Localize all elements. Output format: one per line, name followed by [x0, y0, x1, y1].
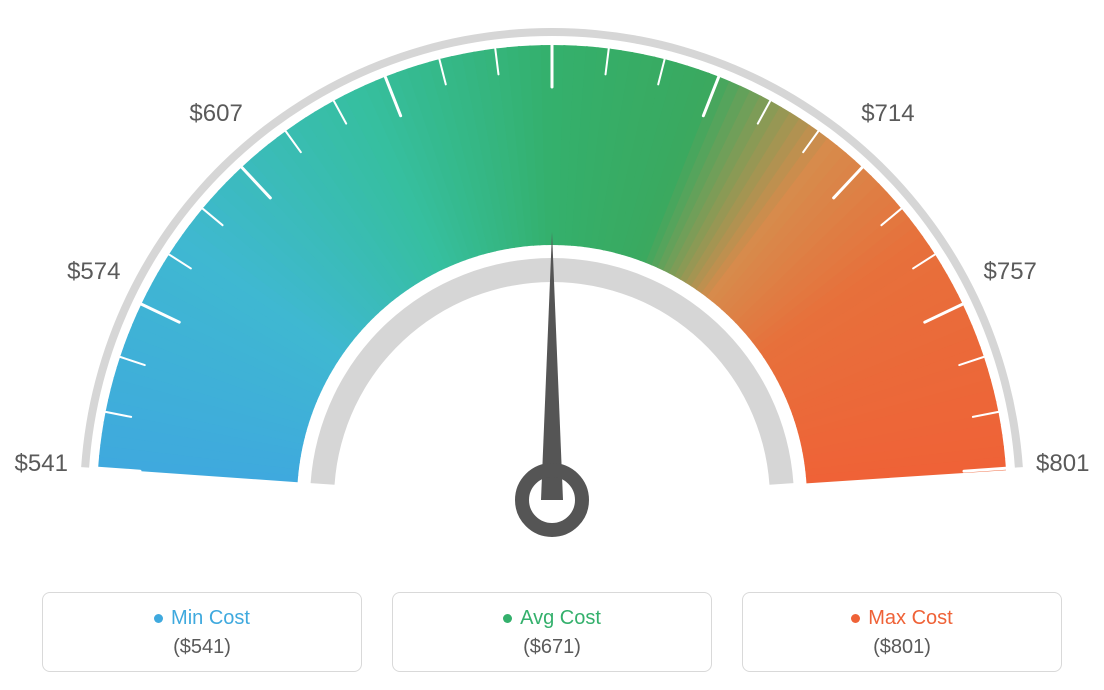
- legend-label-max: Max Cost: [868, 607, 952, 630]
- legend-title-max: Max Cost: [851, 607, 952, 630]
- legend-card-avg: Avg Cost ($671): [392, 592, 712, 672]
- gauge-tick-label: $714: [861, 100, 914, 128]
- gauge-tick-label: $607: [189, 100, 242, 128]
- legend-value-avg: ($671): [393, 636, 711, 659]
- chart-container: $541$574$607$671$714$757$801 Min Cost ($…: [0, 0, 1104, 690]
- gauge-tick-label: $757: [984, 258, 1037, 286]
- gauge-tick-label: $801: [1036, 450, 1089, 478]
- legend-card-max: Max Cost ($801): [742, 592, 1062, 672]
- gauge-tick-label: $541: [15, 450, 68, 478]
- gauge-svg: [0, 0, 1104, 560]
- legend-row: Min Cost ($541) Avg Cost ($671) Max Cost…: [0, 592, 1104, 672]
- legend-dot-avg: [503, 614, 512, 623]
- legend-dot-min: [154, 614, 163, 623]
- legend-value-min: ($541): [43, 636, 361, 659]
- legend-dot-max: [851, 614, 860, 623]
- legend-label-min: Min Cost: [171, 607, 250, 630]
- legend-title-min: Min Cost: [154, 607, 250, 630]
- legend-title-avg: Avg Cost: [503, 607, 601, 630]
- gauge-tick-label: $574: [67, 258, 120, 286]
- gauge-area: $541$574$607$671$714$757$801: [0, 0, 1104, 560]
- legend-label-avg: Avg Cost: [520, 607, 601, 630]
- legend-card-min: Min Cost ($541): [42, 592, 362, 672]
- legend-value-max: ($801): [743, 636, 1061, 659]
